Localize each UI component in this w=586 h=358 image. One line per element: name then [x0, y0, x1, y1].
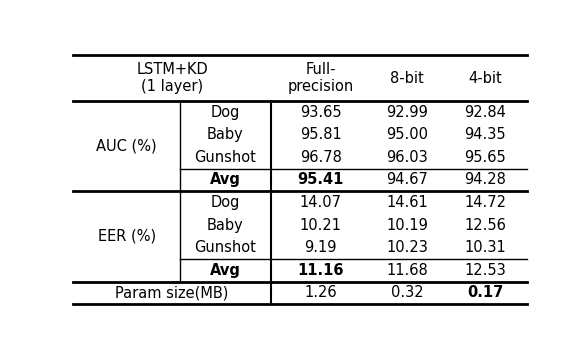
Text: 10.23: 10.23 [386, 240, 428, 255]
Text: 9.19: 9.19 [305, 240, 337, 255]
Text: 95.65: 95.65 [465, 150, 506, 165]
Text: 1.26: 1.26 [305, 285, 337, 300]
Text: 12.53: 12.53 [465, 263, 506, 278]
Text: 95.41: 95.41 [298, 173, 344, 188]
Text: 96.03: 96.03 [386, 150, 428, 165]
Text: Baby: Baby [207, 218, 244, 233]
Text: AUC (%): AUC (%) [96, 139, 157, 154]
Text: 93.65: 93.65 [300, 105, 342, 120]
Text: 92.99: 92.99 [386, 105, 428, 120]
Text: Gunshot: Gunshot [195, 240, 256, 255]
Text: LSTM+KD
(1 layer): LSTM+KD (1 layer) [136, 62, 208, 94]
Text: 14.61: 14.61 [386, 195, 428, 210]
Text: 14.07: 14.07 [300, 195, 342, 210]
Text: 92.84: 92.84 [465, 105, 506, 120]
Text: 95.81: 95.81 [300, 127, 342, 142]
Text: 0.17: 0.17 [467, 285, 503, 300]
Text: Param size(MB): Param size(MB) [115, 285, 229, 300]
Text: Full-
precision: Full- precision [288, 62, 354, 94]
Text: EER (%): EER (%) [97, 229, 156, 244]
Text: 94.35: 94.35 [465, 127, 506, 142]
Text: Avg: Avg [210, 173, 241, 188]
Text: Dog: Dog [211, 105, 240, 120]
Text: 10.21: 10.21 [300, 218, 342, 233]
Text: 0.32: 0.32 [391, 285, 423, 300]
Text: 10.19: 10.19 [386, 218, 428, 233]
Text: 14.72: 14.72 [464, 195, 506, 210]
Text: 96.78: 96.78 [300, 150, 342, 165]
Text: Baby: Baby [207, 127, 244, 142]
Text: Avg: Avg [210, 263, 241, 278]
Text: 8-bit: 8-bit [390, 71, 424, 86]
Text: Dog: Dog [211, 195, 240, 210]
Text: 94.28: 94.28 [465, 173, 506, 188]
Text: 95.00: 95.00 [386, 127, 428, 142]
Text: 12.56: 12.56 [465, 218, 506, 233]
Text: 10.31: 10.31 [465, 240, 506, 255]
Text: 94.67: 94.67 [386, 173, 428, 188]
Text: Gunshot: Gunshot [195, 150, 256, 165]
Text: 11.68: 11.68 [386, 263, 428, 278]
Text: 4-bit: 4-bit [469, 71, 502, 86]
Text: 11.16: 11.16 [298, 263, 344, 278]
